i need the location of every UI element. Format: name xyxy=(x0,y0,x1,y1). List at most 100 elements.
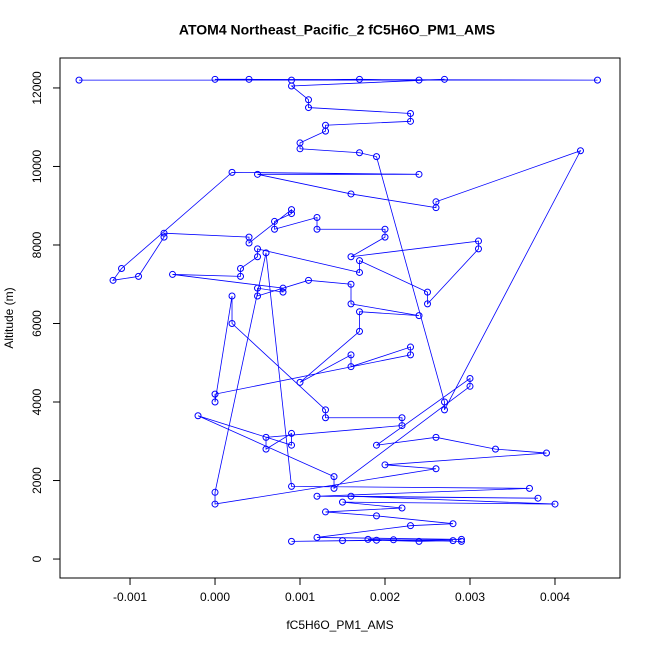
data-point xyxy=(356,327,364,335)
x-tick-label: 0.002 xyxy=(370,590,400,604)
data-point xyxy=(288,537,296,545)
data-point xyxy=(228,292,236,300)
data-point xyxy=(381,461,389,469)
data-point xyxy=(245,75,253,83)
data-point xyxy=(356,75,364,83)
x-axis-label: fC5H6O_PM1_AMS xyxy=(286,618,393,632)
chart-title: ATOM4 Northeast_Pacific_2 fC5H6O_PM1_AMS xyxy=(179,22,495,38)
y-tick-label: 12000 xyxy=(30,71,44,105)
data-point xyxy=(271,217,279,225)
data-point xyxy=(279,288,287,296)
data-point xyxy=(449,520,457,528)
data-point xyxy=(288,482,296,490)
data-point xyxy=(415,537,423,545)
data-point xyxy=(466,374,474,382)
data-point xyxy=(415,170,423,178)
data-point xyxy=(347,190,355,198)
data-point xyxy=(262,445,270,453)
data-point xyxy=(406,351,414,359)
data-point xyxy=(135,272,143,280)
data-point xyxy=(390,536,398,544)
data-point xyxy=(347,253,355,261)
data-point xyxy=(347,351,355,359)
data-point xyxy=(432,433,440,441)
y-tick-label: 2000 xyxy=(30,467,44,494)
data-point xyxy=(406,109,414,117)
data-point xyxy=(109,276,117,284)
data-point xyxy=(364,535,372,543)
data-point xyxy=(373,441,381,449)
data-point xyxy=(432,465,440,473)
y-tick-label: 0 xyxy=(30,555,44,562)
data-point xyxy=(457,535,465,543)
data-point xyxy=(347,300,355,308)
data-point xyxy=(381,225,389,233)
data-point xyxy=(288,210,296,218)
data-point xyxy=(356,257,364,265)
data-point xyxy=(457,537,465,545)
data-point xyxy=(160,233,168,241)
y-tick-label: 8000 xyxy=(30,231,44,258)
data-point xyxy=(542,449,550,457)
data-point xyxy=(415,76,423,84)
data-point xyxy=(313,533,321,541)
data-point xyxy=(551,500,559,508)
data-point xyxy=(593,76,601,84)
data-point xyxy=(373,512,381,520)
data-point xyxy=(254,245,262,253)
data-point xyxy=(381,233,389,241)
data-point xyxy=(474,237,482,245)
data-point xyxy=(322,414,330,422)
data-point xyxy=(75,76,83,84)
data-point xyxy=(330,484,338,492)
data-point xyxy=(330,473,338,481)
y-tick-label: 6000 xyxy=(30,310,44,337)
data-point xyxy=(254,284,262,292)
data-point xyxy=(211,75,219,83)
data-point xyxy=(305,96,313,104)
data-point xyxy=(313,214,321,222)
data-point xyxy=(313,225,321,233)
data-point xyxy=(398,504,406,512)
data-point xyxy=(449,537,457,545)
data-point xyxy=(432,204,440,212)
data-point xyxy=(288,206,296,214)
x-tick-label: 0.004 xyxy=(540,590,570,604)
data-point xyxy=(169,270,177,278)
data-point xyxy=(356,149,364,157)
data-point xyxy=(296,145,304,153)
data-point xyxy=(211,390,219,398)
data-point xyxy=(347,363,355,371)
data-point xyxy=(211,398,219,406)
data-point xyxy=(339,537,347,545)
data-point xyxy=(406,522,414,530)
data-point xyxy=(245,239,253,247)
data-point xyxy=(525,484,533,492)
data-point xyxy=(118,265,126,273)
data-point xyxy=(254,292,262,300)
data-point xyxy=(237,272,245,280)
y-tick-label: 10000 xyxy=(30,149,44,183)
data-point xyxy=(322,406,330,414)
data-point xyxy=(466,382,474,390)
y-axis-label: Altitude (m) xyxy=(2,287,16,348)
data-point xyxy=(423,300,431,308)
data-point xyxy=(322,508,330,516)
data-point xyxy=(228,319,236,327)
data-point xyxy=(305,104,313,112)
x-tick-label: 0.000 xyxy=(200,590,230,604)
data-point xyxy=(254,253,262,261)
data-point xyxy=(211,500,219,508)
data-point xyxy=(313,492,321,500)
data-point xyxy=(356,268,364,276)
data-point xyxy=(398,414,406,422)
data-point xyxy=(474,245,482,253)
data-point xyxy=(423,288,431,296)
data-point xyxy=(262,249,270,257)
data-point xyxy=(398,422,406,430)
x-tick-label: -0.001 xyxy=(113,590,147,604)
data-point xyxy=(339,498,347,506)
data-point xyxy=(262,433,270,441)
